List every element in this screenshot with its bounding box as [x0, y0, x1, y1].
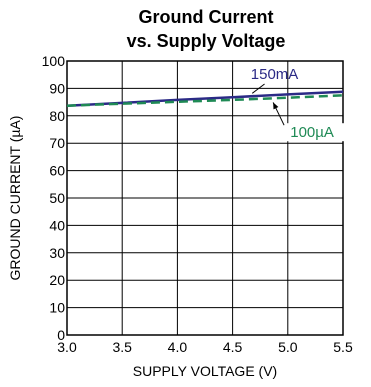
- plot-area: [66, 60, 344, 336]
- y-tick-label-0: 0: [57, 327, 65, 343]
- x-tick-labels: 3.0 3.5 4.0 4.5 5.0 5.5: [57, 339, 353, 355]
- annotation-arrowhead-1: [273, 102, 279, 110]
- annotation-leader-0: [251, 83, 265, 94]
- chart-title-line-2: vs. Supply Voltage: [127, 31, 286, 51]
- y-tick-labels: 0 10 20 30 40 50 60 70 80 90 100: [42, 53, 66, 343]
- x-tick-label-1: 3.5: [112, 339, 132, 355]
- x-tick-label-4: 5.0: [278, 339, 298, 355]
- y-tick-label-7: 70: [49, 135, 65, 151]
- x-tick-label-5: 5.5: [333, 339, 353, 355]
- series-line-1: [66, 94, 344, 107]
- y-tick-label-6: 60: [49, 163, 65, 179]
- y-tick-label-4: 40: [49, 217, 65, 233]
- y-tick-label-2: 20: [49, 272, 65, 288]
- grid: [66, 60, 344, 336]
- x-tick-label-0: 3.0: [57, 339, 77, 355]
- y-tick-label-9: 90: [49, 80, 65, 96]
- series-line-0: [66, 90, 344, 107]
- annotation-label-1: 100µA: [290, 124, 334, 141]
- y-tick-label-5: 50: [49, 190, 65, 206]
- y-tick-label-8: 80: [49, 108, 65, 124]
- y-tick-label-1: 10: [49, 300, 65, 316]
- annotations: 150mA 100µA: [251, 66, 345, 142]
- x-tick-label-3: 4.5: [223, 339, 243, 355]
- x-axis-label: SUPPLY VOLTAGE (V): [133, 363, 277, 379]
- x-tick-label-2: 4.0: [168, 339, 188, 355]
- annotation-label-bg-1: [280, 123, 345, 142]
- chart-title-line-1: Ground Current: [139, 7, 274, 27]
- y-tick-label-3: 30: [49, 245, 65, 261]
- y-axis-label: GROUND CURRENT (µA): [7, 116, 23, 281]
- y-tick-label-10: 100: [42, 53, 66, 69]
- series-layer: [66, 90, 344, 107]
- annotation-label-0: 150mA: [251, 66, 299, 83]
